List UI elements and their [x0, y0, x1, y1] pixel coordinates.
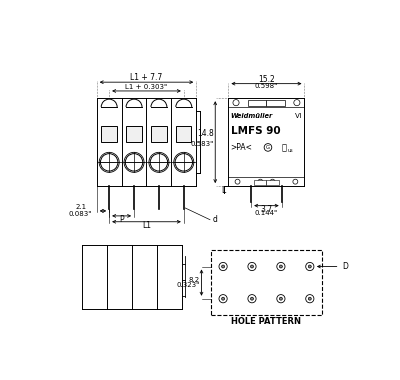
Text: L1: L1 — [142, 221, 151, 230]
Circle shape — [277, 263, 285, 271]
Circle shape — [219, 294, 227, 303]
Text: L1 + 0.303": L1 + 0.303" — [126, 84, 168, 90]
Circle shape — [125, 154, 143, 171]
Text: 14.8: 14.8 — [197, 129, 214, 138]
Text: us: us — [288, 149, 294, 154]
Bar — [248, 100, 266, 106]
Circle shape — [99, 152, 119, 173]
Text: D: D — [342, 262, 348, 271]
Text: 8.2: 8.2 — [189, 277, 200, 283]
Text: 0.323": 0.323" — [177, 282, 200, 288]
Text: >PA<: >PA< — [231, 143, 253, 152]
Circle shape — [149, 152, 169, 173]
Circle shape — [277, 294, 285, 303]
Bar — [176, 127, 192, 142]
Bar — [151, 127, 167, 142]
Text: Weidmüller: Weidmüller — [231, 113, 273, 119]
Text: LMFS 90: LMFS 90 — [231, 126, 280, 136]
Text: Ⅵ: Ⅵ — [295, 113, 302, 119]
Text: 0.598": 0.598" — [255, 83, 278, 89]
Text: L1 + 7.7: L1 + 7.7 — [130, 73, 163, 82]
Circle shape — [258, 179, 263, 184]
Circle shape — [174, 152, 194, 173]
Text: d: d — [212, 215, 217, 224]
Text: 3.7: 3.7 — [260, 205, 272, 214]
Circle shape — [264, 144, 272, 151]
Bar — [266, 180, 279, 185]
Circle shape — [306, 263, 314, 271]
Circle shape — [308, 297, 311, 300]
Bar — [102, 127, 117, 142]
Circle shape — [248, 263, 256, 271]
Text: G: G — [266, 145, 270, 150]
Circle shape — [150, 154, 168, 171]
Circle shape — [270, 179, 275, 184]
Circle shape — [308, 265, 311, 268]
Text: Ⓛ: Ⓛ — [282, 143, 287, 152]
Text: 15.2: 15.2 — [258, 75, 275, 84]
Text: HOLE PATTERN: HOLE PATTERN — [232, 317, 302, 326]
Circle shape — [294, 100, 300, 106]
Text: 0.144": 0.144" — [255, 210, 278, 216]
Circle shape — [219, 263, 227, 271]
Bar — [254, 180, 266, 185]
Circle shape — [222, 297, 224, 300]
Circle shape — [124, 152, 144, 173]
Circle shape — [280, 265, 282, 268]
Circle shape — [250, 297, 254, 300]
Bar — [211, 250, 322, 315]
Circle shape — [233, 100, 239, 106]
Text: 0.583": 0.583" — [190, 141, 214, 147]
Bar — [266, 100, 285, 106]
Text: P: P — [119, 215, 124, 224]
Circle shape — [222, 265, 224, 268]
Circle shape — [306, 294, 314, 303]
Circle shape — [100, 154, 118, 171]
Text: L: L — [221, 186, 225, 195]
Text: 2.1
0.083": 2.1 0.083" — [69, 204, 92, 217]
Circle shape — [175, 154, 192, 171]
Circle shape — [250, 265, 254, 268]
Circle shape — [248, 294, 256, 303]
Circle shape — [280, 297, 282, 300]
Bar — [126, 127, 142, 142]
Circle shape — [293, 179, 298, 184]
Circle shape — [235, 179, 240, 184]
